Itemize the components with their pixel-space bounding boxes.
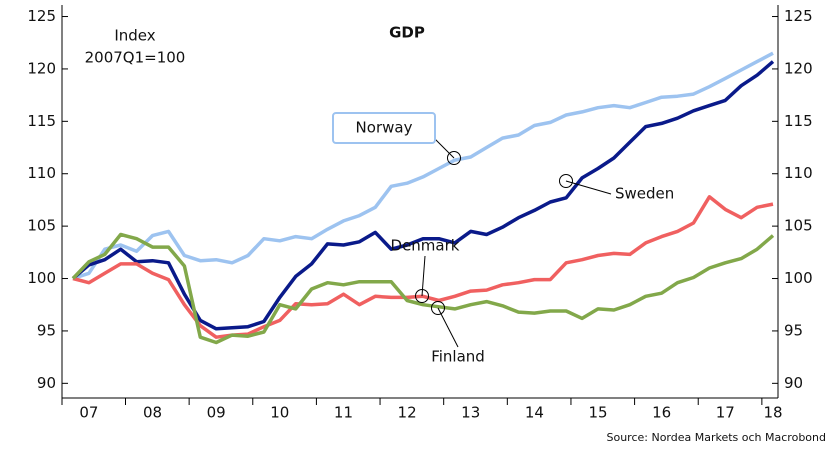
legend-label: Finland xyxy=(431,348,485,366)
y2-tick-label: 105 xyxy=(784,217,813,235)
chart-title: GDP xyxy=(389,24,425,42)
x-tick-label: 17 xyxy=(716,404,735,422)
x-tick-label: 13 xyxy=(461,404,480,422)
y-tick-label: 120 xyxy=(27,59,56,77)
x-tick-label: 07 xyxy=(79,404,98,422)
x-tick-label: 12 xyxy=(398,404,417,422)
leader-circle xyxy=(559,174,573,188)
x-tick-label: 18 xyxy=(763,404,782,422)
leader-circle xyxy=(447,151,461,165)
x-tick-label: 11 xyxy=(334,404,353,422)
series-line xyxy=(72,195,774,339)
source: Source: Nordea Markets och Macrobond xyxy=(606,431,826,444)
annotation: 2007Q1=100 xyxy=(85,49,186,67)
label-box xyxy=(332,112,436,144)
leader-line xyxy=(565,180,612,195)
series-line xyxy=(71,60,775,331)
x-tick-label: 15 xyxy=(588,404,607,422)
legend-label: Norway xyxy=(356,119,413,137)
y-tick-label: 95 xyxy=(37,321,56,339)
y2-tick-label: 100 xyxy=(784,269,813,287)
leader-circle xyxy=(415,289,429,303)
legend-label: Sweden xyxy=(615,185,674,203)
x-tick-label: 08 xyxy=(143,404,162,422)
x-tick-label: 14 xyxy=(525,404,544,422)
y2-tick-label: 115 xyxy=(784,112,813,130)
y-tick-label: 115 xyxy=(27,112,56,130)
y-tick-label: 90 xyxy=(37,374,56,392)
x-tick-label: 16 xyxy=(652,404,671,422)
y2-tick-label: 90 xyxy=(784,374,803,392)
legend-label: Denmark xyxy=(391,237,460,255)
y-tick-label: 110 xyxy=(27,164,56,182)
series-line xyxy=(71,232,775,345)
series-line xyxy=(72,51,774,281)
y2-tick-label: 110 xyxy=(784,164,813,182)
x-tick-label: 09 xyxy=(207,404,226,422)
y2-tick-label: 95 xyxy=(784,321,803,339)
leader-line xyxy=(437,307,459,348)
y2-tick-label: 120 xyxy=(784,59,813,77)
leader-circle xyxy=(431,301,445,315)
y-tick-label: 125 xyxy=(27,7,56,25)
y-tick-label: 100 xyxy=(27,269,56,287)
x-tick-label: 10 xyxy=(270,404,289,422)
y2-tick-label: 125 xyxy=(784,7,813,25)
annotation: Index xyxy=(114,27,155,45)
y-tick-label: 105 xyxy=(27,217,56,235)
